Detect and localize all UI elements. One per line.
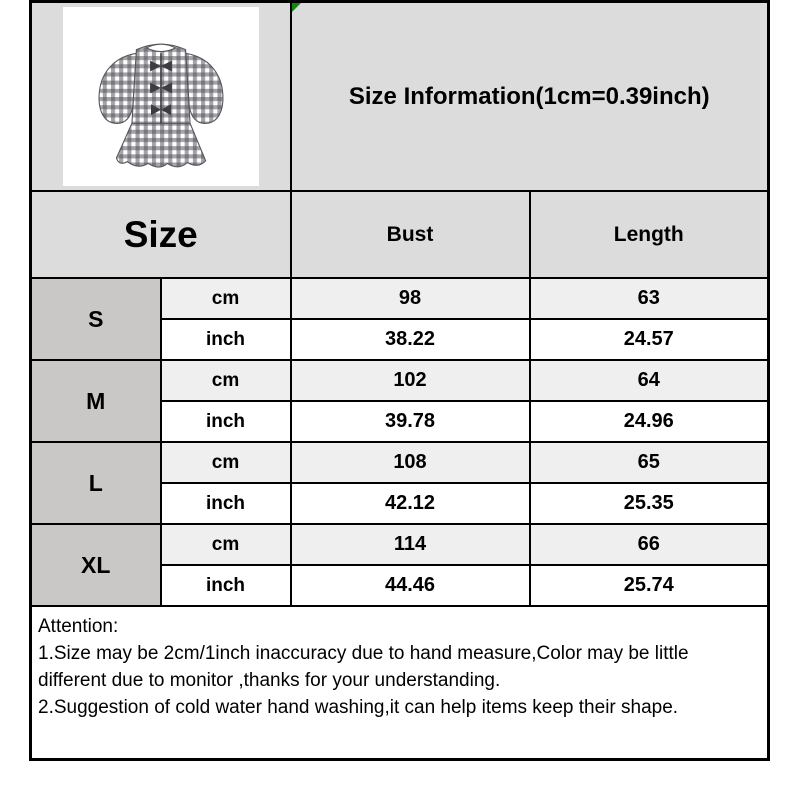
column-header-size: Size (29, 190, 292, 279)
length-cm-m: 64 (528, 359, 770, 402)
page-title: Size Information(1cm=0.39inch) (348, 82, 710, 110)
bust-cm-s: 98 (289, 277, 531, 320)
attention-row: Attention: 1.Size may be 2cm/1inch inacc… (29, 605, 770, 760)
attention-title: Attention: (38, 616, 119, 637)
unit-label: inch (159, 400, 292, 443)
product-image-cell (29, 0, 292, 192)
table-row: inch 44.46 25.74 (31, 564, 770, 607)
unit-label: inch (159, 564, 292, 607)
bust-inch-l: 42.12 (289, 482, 531, 525)
bust-cm-m: 102 (289, 359, 531, 402)
column-header-length: Length (528, 190, 770, 279)
size-label-m: M (29, 359, 162, 443)
gingham-blouse-illustration (98, 43, 224, 168)
size-label-xl: XL (29, 523, 162, 607)
unit-label: inch (159, 318, 292, 361)
length-cm-s: 63 (528, 277, 770, 320)
size-label-l: L (29, 441, 162, 525)
table-row: XL cm 114 66 (29, 523, 770, 607)
table-row: S cm 98 63 (29, 277, 770, 361)
length-inch-s: 24.57 (528, 318, 770, 361)
bust-inch-m: 39.78 (289, 400, 531, 443)
size-information-title-cell: Size Information(1cm=0.39inch) (289, 0, 770, 192)
attention-note-2: 2.Suggestion of cold water hand washing,… (38, 697, 679, 718)
unit-label: cm (159, 277, 292, 320)
unit-label: inch (159, 482, 292, 525)
column-header-bust: Bust (289, 190, 531, 279)
bust-inch-xl: 44.46 (289, 564, 531, 607)
attention-note-1: 1.Size may be 2cm/1inch inaccuracy due t… (38, 643, 689, 691)
size-label-s: S (29, 277, 162, 361)
front-tie-bows (149, 60, 172, 115)
table-row: inch 42.12 25.35 (31, 482, 770, 525)
bust-inch-s: 38.22 (289, 318, 531, 361)
length-inch-l: 25.35 (528, 482, 770, 525)
top-row: Size Information(1cm=0.39inch) (29, 0, 770, 192)
green-corner-marker-icon (291, 3, 301, 12)
table-row: inch 38.22 24.57 (31, 318, 770, 361)
attention-box: Attention: 1.Size may be 2cm/1inch inacc… (29, 605, 770, 760)
table-header-row: Size Bust Length (29, 190, 770, 279)
table-row: L cm 108 65 (29, 441, 770, 525)
table-row: inch 39.78 24.96 (31, 400, 770, 443)
unit-label: cm (159, 441, 292, 484)
size-information-table: Size Information(1cm=0.39inch) Size Bust… (29, 0, 771, 761)
length-cm-l: 65 (528, 441, 770, 484)
length-cm-xl: 66 (528, 523, 770, 566)
unit-label: cm (159, 523, 292, 566)
unit-label: cm (159, 359, 292, 402)
table-row: M cm 102 64 (29, 359, 770, 443)
bust-cm-xl: 114 (289, 523, 531, 566)
length-inch-m: 24.96 (528, 400, 770, 443)
product-photo (62, 7, 259, 186)
length-inch-xl: 25.74 (528, 564, 770, 607)
bust-cm-l: 108 (289, 441, 531, 484)
